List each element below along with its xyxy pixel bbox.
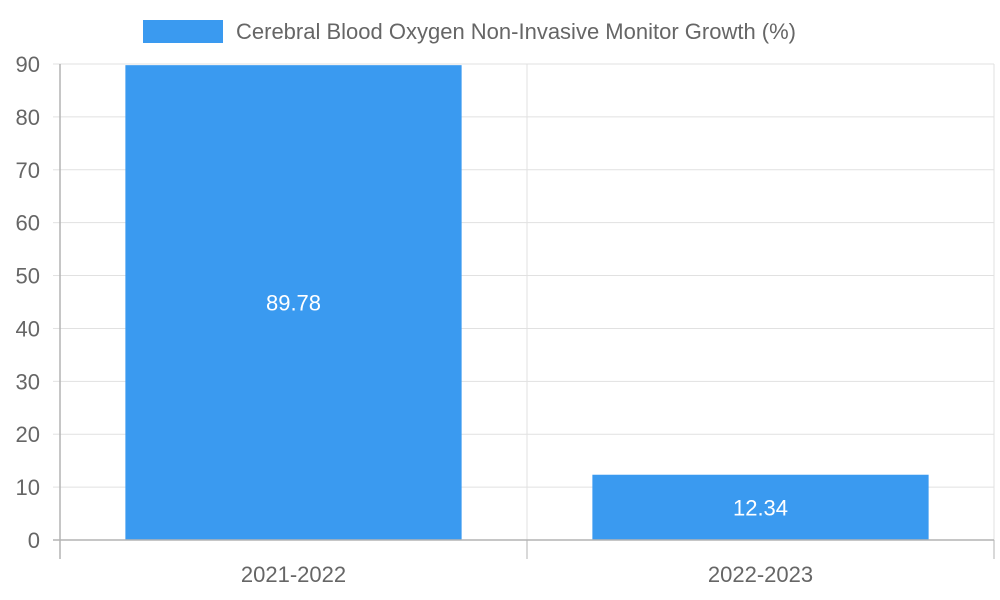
y-tick-label: 80 [16,105,40,130]
x-tick-label: 2021-2022 [241,562,346,587]
bar-data-label: 12.34 [733,495,788,520]
bar-layer [125,65,929,540]
legend-swatch[interactable] [143,20,223,43]
bar-data-label: 89.78 [266,291,321,316]
y-tick-label: 50 [16,264,40,289]
label-layer: 89.78 12.34 [266,291,788,521]
bar [592,474,929,540]
y-tick-label: 90 [16,52,40,77]
y-tick-label: 60 [16,211,40,236]
legend-label[interactable]: Cerebral Blood Oxygen Non-Invasive Monit… [236,19,796,44]
bar [125,65,462,540]
y-tick-label: 10 [16,475,40,500]
y-tick-label: 20 [16,422,40,447]
y-tick-label: 0 [28,528,40,553]
axis-layer: 0 10 20 30 40 50 60 70 80 90 2021-2022 2022-2023 [16,52,995,587]
y-tick-label: 70 [16,158,40,183]
x-tick-label: 2022-2023 [708,562,813,587]
y-tick-label: 30 [16,369,40,394]
legend[interactable]: Cerebral Blood Oxygen Non-Invasive Monit… [143,19,796,44]
y-tick-label: 40 [16,316,40,341]
